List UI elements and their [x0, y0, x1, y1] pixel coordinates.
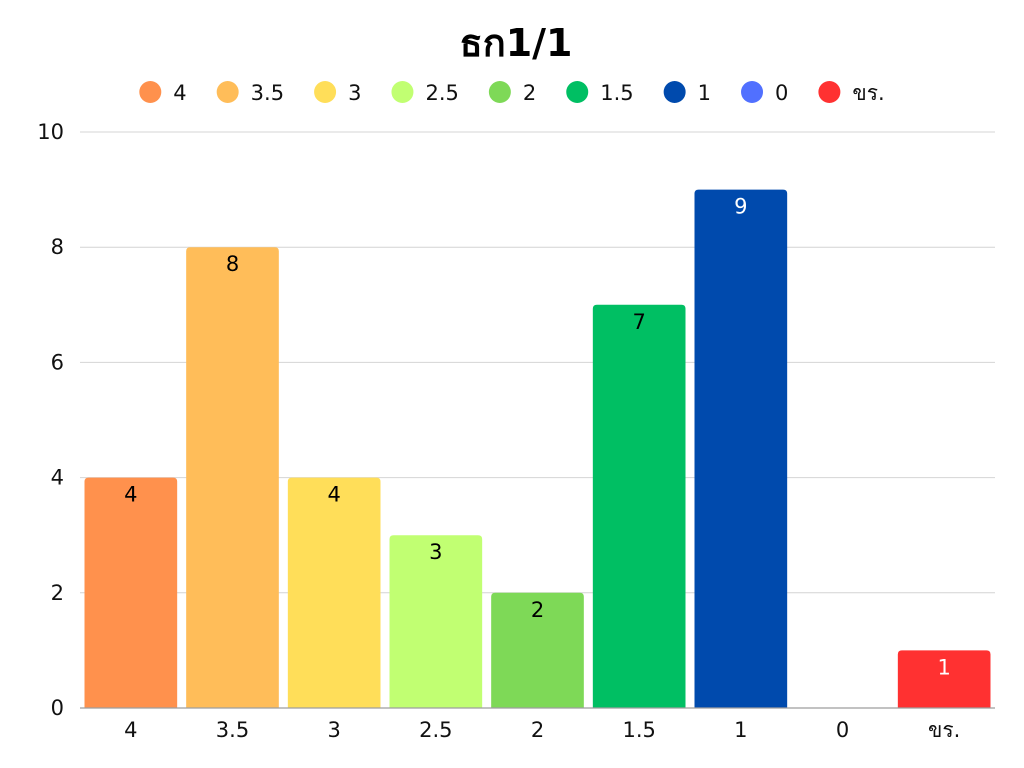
- y-tick-label: 6: [51, 350, 64, 374]
- y-tick-label: 0: [51, 696, 64, 720]
- data-label: 9: [734, 195, 747, 219]
- legend-item-1: 1: [663, 81, 711, 105]
- legend-label: 1.5: [600, 81, 633, 105]
- y-axis: 0 2 4 6 8 10: [37, 120, 64, 720]
- bar-3.5: [186, 247, 279, 708]
- legend-label: 0: [775, 81, 788, 105]
- bar-4: [84, 477, 178, 708]
- chart-title: ธก1/1: [460, 21, 573, 65]
- legend-swatch: [139, 81, 162, 103]
- legend: 4 3.5 3 2.5 2 1.5 1 0 ขร.: [139, 81, 885, 105]
- bar-2: [491, 592, 584, 708]
- bar-1: [694, 189, 788, 709]
- data-label: 2: [531, 598, 544, 622]
- x-tick-label: 2: [531, 718, 544, 742]
- legend-swatch: [663, 81, 686, 103]
- y-tick-label: 4: [51, 466, 64, 490]
- data-label: 4: [124, 483, 137, 507]
- legend-item-3: 3: [314, 81, 361, 105]
- x-tick-label: 3: [327, 718, 340, 742]
- legend-item-2.5: 2.5: [391, 81, 459, 105]
- x-axis: 4 3.5 3 2.5 2 1.5 1 0 ขร.: [80, 707, 995, 742]
- x-tick-label: 1.5: [622, 718, 655, 742]
- y-tick-label: 2: [51, 581, 64, 605]
- legend-swatch: [488, 81, 511, 103]
- x-tick-label: 2.5: [419, 718, 452, 742]
- legend-item-2: 2: [488, 81, 536, 105]
- data-label: 7: [632, 310, 645, 334]
- x-tick-label: 0: [836, 718, 849, 742]
- legend-label: 3: [348, 81, 361, 105]
- bars: [84, 189, 991, 709]
- data-label: 3: [429, 540, 442, 564]
- legend-label: 1: [698, 81, 711, 105]
- legend-label: 2.5: [425, 81, 458, 105]
- legend-swatch: [314, 81, 337, 103]
- data-label: 1: [937, 655, 950, 679]
- legend-label: 4: [173, 81, 186, 105]
- y-tick-label: 8: [51, 235, 64, 259]
- legend-swatch: [391, 81, 414, 103]
- y-tick-label: 10: [37, 120, 64, 144]
- data-labels: 4 8 4 3 2 7 9 1: [124, 195, 951, 680]
- x-tick-label: ขร.: [928, 718, 960, 742]
- x-tick-label: 4: [124, 718, 137, 742]
- bar-3: [287, 477, 381, 708]
- legend-label: 2: [523, 81, 536, 105]
- data-label: 4: [327, 483, 340, 507]
- legend-label: 3.5: [251, 81, 284, 105]
- legend-item-1.5: 1.5: [566, 81, 634, 105]
- legend-item-3.5: 3.5: [216, 81, 284, 105]
- bar-ขร.: [897, 650, 991, 708]
- legend-swatch: [216, 81, 239, 103]
- legend-swatch: [741, 81, 764, 103]
- legend-item-0: 0: [741, 81, 788, 105]
- legend-swatch: [566, 81, 589, 103]
- x-tick-label: 3.5: [216, 718, 249, 742]
- legend-item-4: 4: [139, 81, 187, 105]
- bar-2.5: [389, 535, 483, 708]
- data-label: 8: [226, 252, 239, 276]
- legend-item-ขร.: ขร.: [818, 81, 885, 105]
- legend-swatch: [818, 81, 841, 103]
- legend-label: ขร.: [852, 81, 884, 105]
- x-tick-label: 1: [734, 718, 747, 742]
- bar-1.5: [592, 304, 686, 708]
